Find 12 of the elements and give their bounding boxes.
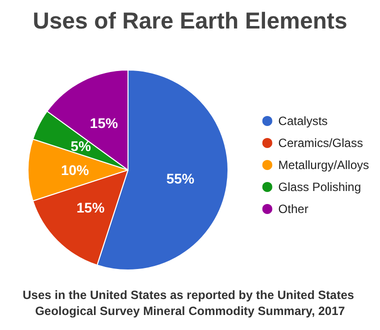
data-label: 15% [90,114,118,131]
chart-title: Uses of Rare Earth Elements [32,8,348,34]
text: Uses in the United States as reported by the United States Geological Survey Mineral Commodity Summary, 2017 [22,288,358,318]
legend-label: Glass Polishing [278,180,362,194]
legend-label: Metallurgy/Alloys [278,158,370,172]
legend-label: Catalysts [278,114,328,128]
data-label: 15% [76,199,106,216]
legend-label: Other [278,202,308,216]
legend-label: Ceramics/Glass [278,136,363,150]
data-label: 55% [166,170,195,186]
data-label: 5% [70,138,92,154]
data-label: 10% [60,162,90,178]
